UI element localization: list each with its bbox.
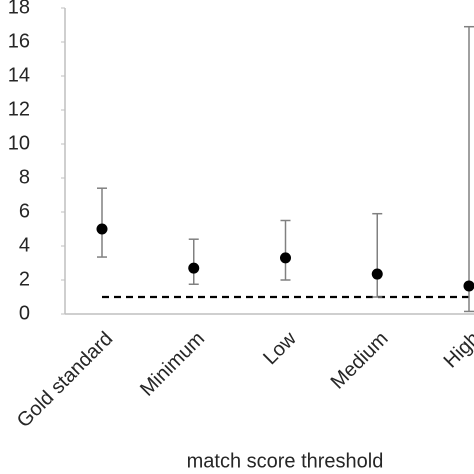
- y-tick-label: 8: [19, 166, 30, 188]
- y-tick-label: 6: [19, 200, 30, 222]
- x-tick-label: Medium: [327, 328, 393, 394]
- point: [371, 268, 383, 280]
- x-tick-label: High: [440, 328, 474, 373]
- x-tick-label: Gold standard: [13, 328, 117, 432]
- y-tick-label: 12: [8, 98, 30, 120]
- y-tick-label: 10: [8, 132, 30, 154]
- y-tick-label: 0: [19, 302, 30, 324]
- y-tick-label: 18: [8, 0, 30, 18]
- y-tick-label: 14: [8, 64, 30, 86]
- y-tick-label: 16: [8, 30, 30, 52]
- x-axis-title: match score threshold: [187, 450, 384, 472]
- y-tick-label: 4: [19, 234, 30, 256]
- point: [96, 223, 108, 235]
- point: [188, 262, 200, 274]
- x-tick-label: Minimum: [136, 328, 209, 401]
- point: [463, 280, 474, 292]
- y-tick-label: 2: [19, 268, 30, 290]
- x-tick-label: Low: [259, 327, 301, 369]
- point: [280, 252, 291, 264]
